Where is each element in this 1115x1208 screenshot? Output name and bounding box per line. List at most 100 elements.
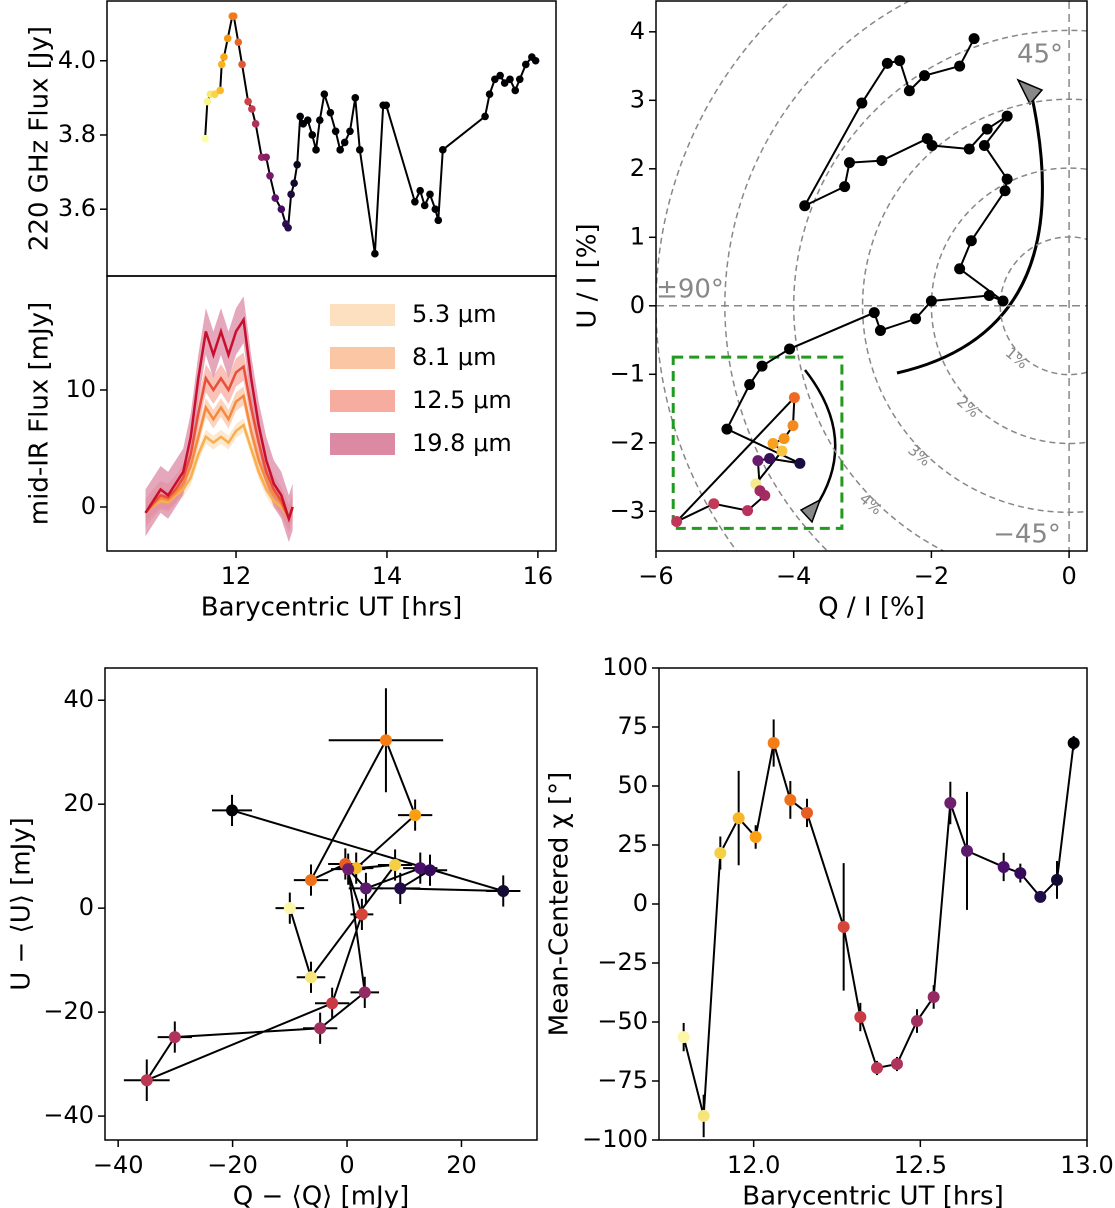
data-point — [434, 216, 443, 225]
y-tick-label: −50 — [597, 1007, 648, 1035]
axes-frame — [655, 0, 1088, 552]
panel: −6 −4 −2 0 −3 −2 −1 0 1 2 3 4 Q / I [%] U / I [%] 1% 2%… — [573, 0, 1088, 623]
data-point — [326, 108, 335, 117]
data-point — [496, 71, 504, 80]
y-axis-label: Mean-Centered χ [°] — [545, 772, 575, 1037]
y-tick-label: 2 — [630, 154, 645, 182]
x-axis-label: Barycentric UT [hrs] — [742, 1182, 1003, 1208]
data-point — [927, 990, 940, 1003]
data-point — [229, 12, 238, 21]
data-point — [891, 1058, 903, 1071]
data-point — [262, 153, 271, 162]
data-point — [238, 60, 246, 69]
data-point — [1001, 110, 1013, 122]
highlight-box — [671, 355, 844, 530]
data-point — [764, 453, 776, 465]
y-tick-label: 40 — [63, 685, 94, 713]
data-point — [355, 146, 364, 154]
data-point — [925, 295, 937, 307]
data-point — [217, 60, 226, 69]
legend-label: 12.5 μm — [412, 386, 512, 414]
data-point — [382, 101, 391, 110]
data-point — [1067, 737, 1080, 750]
data-point — [997, 295, 1009, 307]
data-point — [277, 205, 286, 213]
data-point — [140, 1074, 153, 1087]
data-point — [954, 263, 966, 275]
data-point — [522, 60, 530, 69]
data-point — [671, 516, 683, 528]
data-line — [204, 15, 537, 254]
rotation-arrow — [804, 369, 837, 509]
axes-frame — [658, 667, 1088, 1141]
data-point — [778, 433, 790, 445]
data-point — [346, 127, 354, 136]
data-point — [1014, 867, 1027, 880]
data-point — [296, 112, 304, 121]
data-point — [787, 420, 799, 432]
data-point — [954, 60, 966, 72]
data-point — [411, 197, 419, 206]
data-point — [919, 70, 931, 82]
data-point — [304, 971, 317, 984]
data-point — [978, 140, 990, 152]
arrow-head — [1016, 78, 1044, 106]
x-tick-label: 20 — [446, 1151, 477, 1179]
data-point — [531, 56, 540, 65]
x-tick-label: 12.0 — [727, 1151, 780, 1179]
y-tick-label: 4 — [630, 17, 645, 45]
y-tick-label: 3.6 — [58, 194, 96, 222]
data-point — [981, 123, 993, 135]
data-point — [910, 313, 922, 325]
y-tick-label: 75 — [617, 712, 648, 740]
y-tick-label: 50 — [617, 771, 648, 799]
angle-annotation: 45° — [1017, 40, 1063, 70]
data-point — [784, 793, 797, 806]
data-point — [244, 97, 252, 106]
data-point — [331, 127, 340, 136]
x-axis-label: Q − ⟨Q⟩ [mJy] — [233, 1182, 409, 1208]
y-tick-label: 25 — [617, 830, 648, 858]
x-tick-label: −2 — [914, 562, 949, 590]
data-point — [944, 796, 957, 809]
data-point — [911, 1015, 923, 1028]
data-point — [854, 1011, 867, 1024]
x-tick-label: 14 — [372, 562, 403, 590]
data-point — [708, 498, 720, 510]
circle-label: 4% — [856, 490, 886, 519]
legend-label: 19.8 μm — [412, 429, 512, 457]
y-tick-label: 4.0 — [58, 46, 96, 74]
data-point — [220, 53, 228, 61]
data-point — [500, 79, 509, 87]
data-point — [251, 120, 260, 128]
data-point — [426, 190, 434, 199]
x-tick-label: 13.0 — [1060, 1151, 1113, 1179]
data-point — [801, 806, 813, 819]
axes-frame — [104, 667, 538, 1141]
y-tick-label: −1 — [610, 359, 645, 387]
series-line — [144, 316, 294, 523]
data-point — [677, 1031, 690, 1044]
data-point — [788, 392, 800, 404]
data-point — [744, 379, 756, 391]
polarization-arrows — [799, 78, 1044, 524]
y-tick-label: 0 — [81, 492, 96, 520]
x-tick-label: 12.5 — [894, 1151, 947, 1179]
y-axis-label: mid-IR Flux [mJy] — [25, 302, 55, 525]
data-point — [416, 186, 424, 195]
data-point — [234, 38, 243, 46]
data-point — [248, 105, 256, 113]
y-tick-label: 100 — [602, 653, 648, 681]
x-tick-label: 0 — [339, 1151, 354, 1179]
data-point — [226, 804, 239, 817]
data-line — [682, 742, 1075, 1117]
panel: −40 −20 0 20 −40 −20 0 20 40 Q − ⟨Q⟩ [mJy] U − ⟨U⟩… — [7, 667, 538, 1208]
data-point — [389, 859, 402, 872]
data-point — [216, 86, 224, 95]
data-point — [371, 249, 379, 258]
y-axis-label: U / I [%] — [573, 223, 603, 328]
legend-swatch — [330, 304, 395, 326]
data-point — [756, 360, 768, 372]
